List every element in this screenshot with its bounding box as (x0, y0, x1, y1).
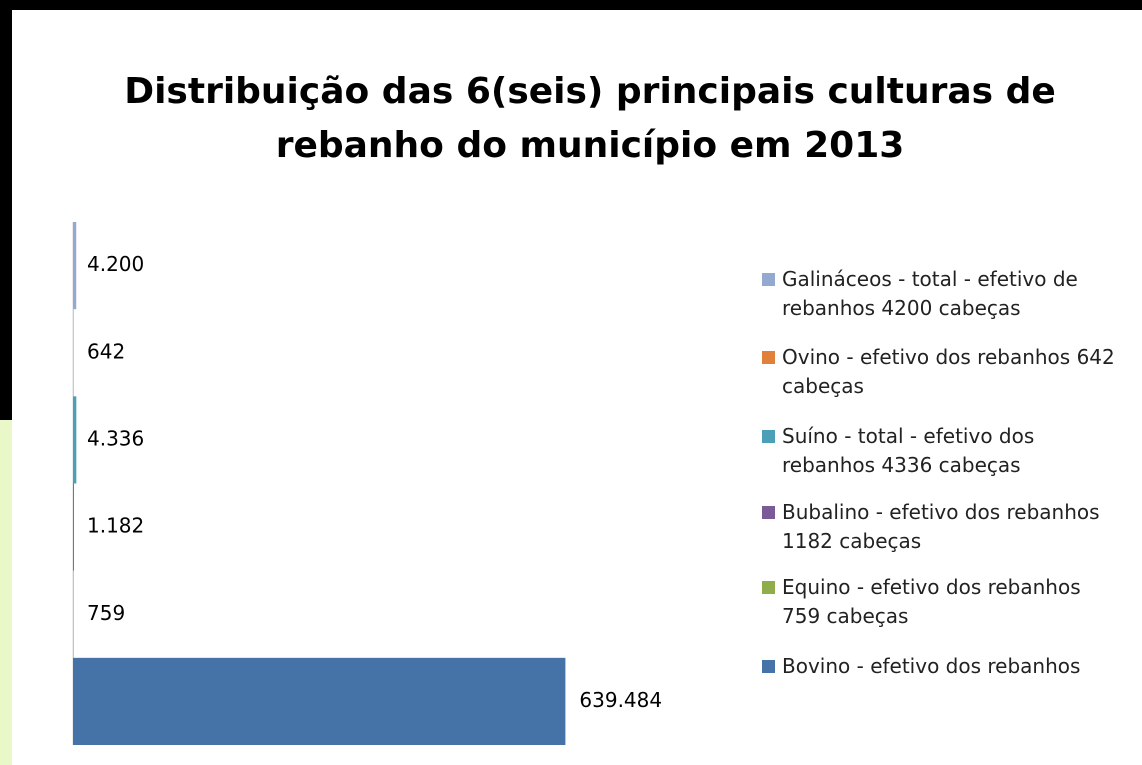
side-strip (0, 420, 12, 765)
legend-label: Equino - efetivo dos rebanhos 759 cabeça… (782, 575, 1081, 628)
legend-label: Ovino - efetivo dos rebanhos 642 cabeças (782, 345, 1115, 398)
bar (73, 222, 77, 310)
bar (73, 657, 566, 745)
legend-label: Bovino - efetivo dos rebanhos (782, 654, 1081, 678)
value-label: 4.336 (87, 426, 144, 450)
value-label: 4.200 (87, 252, 144, 276)
bar (73, 483, 74, 571)
legend-label: Suíno - total - efetivo dos rebanhos 433… (782, 424, 1035, 477)
value-label: 639.484 (579, 688, 662, 712)
value-label: 642 (87, 339, 125, 363)
chart-title: rebanho do município em 2013 (276, 125, 905, 166)
legend-label: Bubalino - efetivo dos rebanhos 1182 cab… (782, 500, 1100, 553)
value-label: 1.182 (87, 514, 144, 538)
chart-title: Distribuição das 6(seis) principais cult… (124, 71, 1056, 112)
chart-frame (12, 10, 1142, 765)
legend-swatch (762, 351, 775, 364)
legend-swatch (762, 273, 775, 286)
legend-swatch (762, 430, 775, 443)
legend-swatch (762, 581, 775, 594)
legend-swatch (762, 506, 775, 519)
legend-swatch (762, 660, 775, 673)
bar (73, 396, 77, 484)
legend-label: Galináceos - total - efetivo de rebanhos… (782, 267, 1078, 320)
value-label: 759 (87, 601, 125, 625)
bar (73, 570, 74, 658)
